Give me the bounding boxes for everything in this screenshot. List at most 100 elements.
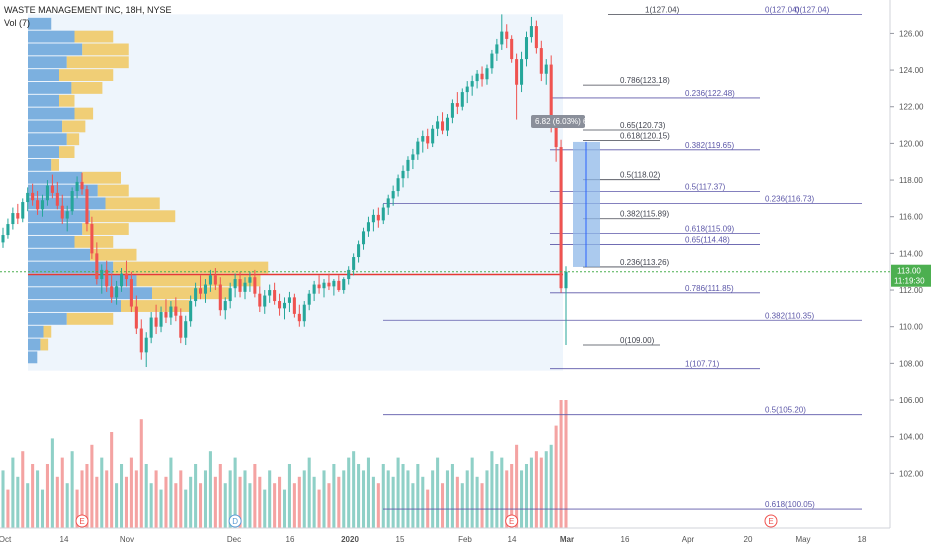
fib-level-label: 0.236(116.73) [765,194,815,203]
volume-bar [500,457,504,528]
symbol-title[interactable]: WASTE MANAGEMENT INC, 18H, NYSE [4,5,172,15]
candle-body [292,297,296,314]
profile-row-down [71,81,103,94]
volume-bar [268,470,272,528]
time-tick-label: 18 [858,535,867,544]
volume-bar [149,483,153,528]
volume-bar [366,457,370,528]
volume-bar [475,476,479,528]
volume-bar [421,476,425,528]
profile-row-up [28,312,67,325]
volume-bar [436,457,440,528]
time-tick-label: Oct [0,535,12,544]
price-tick-label: 120.00 [899,139,924,148]
candle-body [529,26,533,38]
time-tick-label: 2020 [341,535,359,544]
volume-bar [416,464,420,528]
volume-bar [169,457,173,528]
fib-level-label: 0.382(119.65) [685,141,735,150]
candle-body [40,200,45,210]
profile-row-down [40,338,49,351]
volume-bar [465,470,469,528]
candle-body [495,44,499,54]
fib-level-label: 0.5(105.20) [765,406,806,415]
candle-body [391,191,395,199]
profile-row-up [28,30,75,43]
candle-body [554,125,558,148]
volume-bar [124,476,128,528]
volume-bar [75,489,79,528]
fib-level-label: 0(109.00) [620,336,655,345]
time-tick-label: 14 [508,535,517,544]
candle-body [154,317,158,327]
candle-body [450,103,454,118]
volume-layer [1,400,568,528]
candle-body [361,231,366,245]
volume-bar [559,400,563,528]
profile-row-up [28,120,63,133]
candle-body [203,284,208,294]
fib-level-label: 1(127.04) [645,5,680,14]
volume-profile-layer [28,14,563,371]
event-marker-label: D [232,517,238,526]
profile-row-up [28,235,75,248]
candle-body [470,81,474,87]
candle-body [65,211,69,219]
volume-bar [263,489,267,528]
volume-bar [337,476,341,528]
candle-body [460,92,464,107]
volume-bar [450,464,454,528]
candle-body [282,302,287,309]
profile-row-down [62,120,86,133]
candle-body [480,73,484,80]
candle-body [248,277,252,283]
volume-bar [159,489,163,528]
event-marker [764,514,778,528]
volume-bar [347,457,351,528]
candle-body [149,317,153,338]
candle-body [312,284,316,294]
profile-row-up [28,184,98,197]
volume-bar [110,432,114,528]
candle-body [55,192,59,206]
profile-row-down [66,312,114,325]
fib-level-label: 0.5(117.37) [685,183,726,192]
volume-bar [480,483,484,528]
price-tick-label: 122.00 [899,103,924,112]
candle-body [406,159,410,171]
candle-body [490,53,494,69]
profile-row-up [28,17,52,30]
candle-body [194,288,198,302]
candle-body [36,200,40,210]
volume-bar [70,451,74,528]
fib-layer: 1(127.04) 0(127.04)0(127.04) 0.786(123.18)… [383,5,862,510]
fib-level-label: 0.618(115.09) [685,224,735,233]
price-axis: 130.00128.00126.00124.00122.00120.00118.… [0,0,931,528]
volume-bar [307,457,311,528]
volume-bar [45,464,49,528]
volume-bar [60,457,64,528]
volume-bar [16,476,20,528]
volume-bar [199,483,203,528]
volume-indicator-label[interactable]: Vol (7) [4,18,31,28]
time-tick-label: May [795,535,810,544]
current-price-tag [891,264,931,287]
volume-bar [174,483,178,528]
volume-bar [455,476,459,528]
profile-row-down [82,43,129,56]
candle-body [421,136,425,142]
candle-body [174,306,178,316]
candle-body [90,224,94,254]
volume-bar [26,483,30,528]
volume-bar [534,451,538,528]
candle-body [258,293,262,307]
volume-bar [391,476,395,528]
volume-bar [36,470,40,528]
time-tick-label: Nov [120,535,134,544]
candle-body [510,38,514,60]
fib-level-label: 0.382(110.35) [765,311,815,320]
profile-row-down [43,325,52,338]
candle-body [317,284,321,289]
volume-bar [357,464,361,528]
